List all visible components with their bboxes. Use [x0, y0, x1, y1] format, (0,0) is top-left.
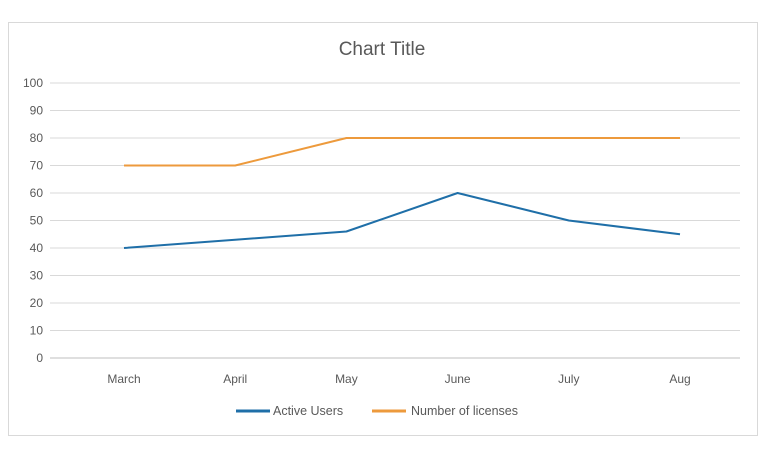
- x-tick-label: July: [558, 372, 579, 386]
- y-tick-label: 40: [30, 241, 44, 255]
- legend-label: Active Users: [273, 404, 343, 418]
- y-tick-label: 100: [23, 76, 43, 90]
- x-tick-label: March: [107, 372, 140, 386]
- legend-label: Number of licenses: [411, 404, 518, 418]
- series-line-2: [124, 137, 680, 167]
- x-tick-label: Aug: [669, 372, 690, 386]
- y-tick-label: 20: [30, 296, 44, 310]
- x-tick-label: April: [223, 372, 247, 386]
- y-tick-label: 80: [30, 131, 44, 145]
- y-tick-label: 50: [30, 214, 44, 228]
- x-tick-label: June: [445, 372, 471, 386]
- series-line-1: [123, 192, 681, 249]
- chart-title: Chart Title: [339, 39, 426, 60]
- y-tick-label: 60: [30, 186, 44, 200]
- y-tick-label: 90: [30, 104, 44, 118]
- y-axis-ticks: 0 10 20 30 40 50 60 70 80 90 100: [23, 76, 43, 365]
- y-tick-label: 0: [36, 351, 43, 365]
- legend: Active Users Number of licenses: [236, 404, 518, 418]
- y-tick-label: 30: [30, 269, 44, 283]
- gridlines: [50, 82, 740, 359]
- x-axis-ticks: March April May June July Aug: [107, 372, 690, 386]
- x-tick-label: May: [335, 372, 358, 386]
- series-lines: [123, 137, 681, 249]
- y-tick-label: 70: [30, 159, 44, 173]
- y-tick-label: 10: [30, 324, 44, 338]
